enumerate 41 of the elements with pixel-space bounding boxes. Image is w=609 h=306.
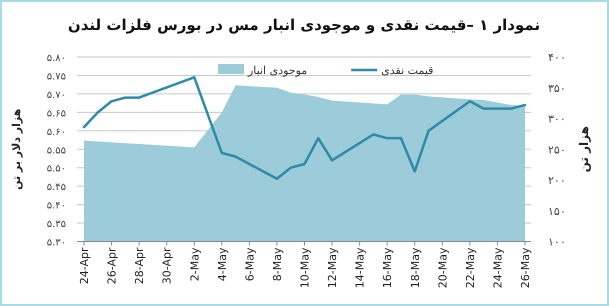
x-tick-label: 8-May [270,247,284,282]
y-tick-label: ۵.۳۵ [46,219,66,230]
x-tick-label: 16-May [381,247,394,288]
y2-tick-label: ۱۵۰ [548,204,566,218]
y-tick-label: ۵.۴۰ [46,200,66,212]
y-tick-label: ۵.۷۰ [46,90,66,101]
y2-tick-label: ۳۵۰ [548,82,566,95]
x-tick-label: 24-Apr [78,247,91,284]
y2-tick-label: ۲۰۰ [548,174,566,187]
legend-label: موجودی انبار [247,64,308,77]
x-tick-label: 26-Apr [106,247,119,284]
x-tick-label: 20-May [436,247,450,288]
y-tick-label: ۵.۳۰ [46,238,66,248]
x-tick-label: 26-May [519,247,532,288]
y-tick-label: ۵.۶۵ [46,108,66,120]
chart-title: نمودار ۱ –قیمت نقدی و موجودی انبار مس در بورس فلزات لندن [68,16,540,34]
y2-tick-label: ۲۵۰ [548,143,566,156]
x-tick-label: 2-May [188,247,202,282]
y-tick-label: ۵.۶۰ [46,126,66,138]
x-tick-label: 22-May [464,247,477,288]
y2-tick-label: ۱۰۰ [548,236,566,248]
y-tick-label: ۵.۷۵ [46,71,66,82]
y-tick-label: ۵.۸۰ [46,53,66,64]
y-tick-label: ۵.۴۵ [46,182,66,194]
x-tick-label: 30-Apr [160,247,174,284]
legend-label: قیمت نقدی [381,64,434,77]
y2-axis-title: هزار تن [577,126,591,172]
y-axis-title: هزار دلار بر تن [10,108,23,190]
y-tick-label: ۵.۵۰ [46,164,66,175]
x-tick-label: 12-May [326,247,340,288]
x-tick-label: 4-May [216,247,229,282]
x-tick-label: 18-May [408,247,422,288]
y2-tick-label: ۴۰۰ [548,51,566,64]
x-tick-label: 6-May [243,247,256,282]
x-tick-label: 28-Apr [133,247,146,284]
x-tick-label: 10-May [298,247,312,288]
y-tick-label: ۵.۵۵ [46,145,66,156]
x-tick-label: 14-May [354,247,367,288]
x-tick-label: 24-May [491,247,504,288]
line-series [82,76,526,180]
y2-tick-label: ۳۰۰ [548,112,566,126]
